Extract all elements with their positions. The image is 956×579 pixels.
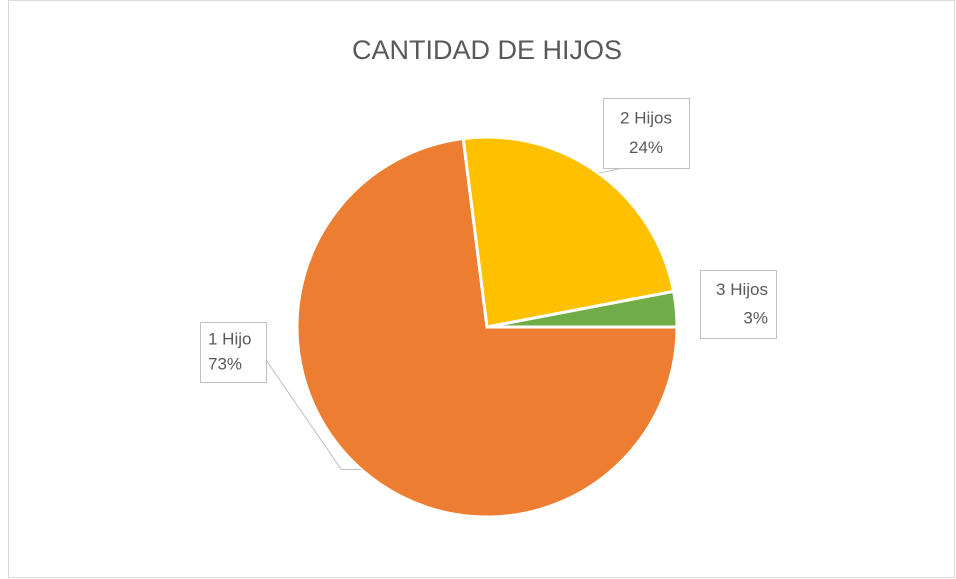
data-label-box xyxy=(603,98,690,169)
data-label-category: 3 Hijos xyxy=(716,280,768,299)
data-label-value: 24% xyxy=(629,138,663,157)
data-label-box xyxy=(200,322,267,383)
data-label-value: 73% xyxy=(208,355,242,374)
data-label-category: 2 Hijos xyxy=(620,108,672,127)
chart-title: CANTIDAD DE HIJOS xyxy=(352,35,622,65)
leader-line xyxy=(265,359,362,471)
data-label-box xyxy=(700,270,777,339)
data-label-category: 1 Hijo xyxy=(208,329,251,348)
data-label-value: 3% xyxy=(743,308,768,327)
pie-slice xyxy=(461,135,676,329)
pie-slice xyxy=(486,289,679,329)
